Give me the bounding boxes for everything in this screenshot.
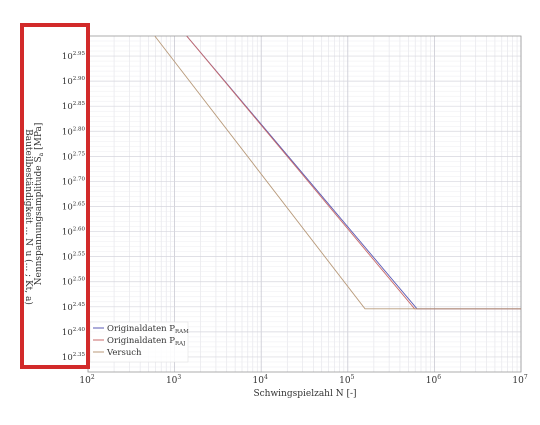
x-tick-labels: 102 103 104 105 106 107	[79, 374, 527, 386]
y-tick-label: 102.60	[62, 227, 86, 238]
y-tick-label: 102.55	[62, 252, 86, 263]
legend-label-3: Versuch	[106, 348, 142, 358]
plot-area-frame	[87, 35, 522, 373]
x-tick-label: 103	[166, 374, 181, 386]
x-tick-label: 107	[512, 374, 527, 386]
series-line-2	[186, 35, 521, 310]
y-axis-label-unit-text: [MPa]	[34, 123, 44, 150]
y-axis-label-mirrored-text: Bauteilbeständigkeit ... N_u (... ; Kt, …	[23, 129, 34, 305]
y-tick-label: 102.85	[62, 101, 86, 112]
major-gridlines	[87, 36, 522, 372]
x-axis-label: Schwingspielzahl N [-]	[253, 389, 356, 399]
y-tick-label: 102.45	[62, 302, 86, 313]
series-line-1	[186, 35, 521, 310]
y-axis-label-mirrored: Bauteilbeständigkeit ... N_u (... ; Kt, …	[23, 129, 34, 305]
y-tick-label: 102.50	[62, 277, 86, 288]
x-tick-label: 105	[339, 374, 354, 386]
y-tick-label: 102.75	[62, 151, 86, 162]
y-tick-label: 102.80	[62, 126, 86, 137]
y-axis-label: Nennspannungsamplitude Sa [MPa]	[34, 123, 45, 286]
y-tick-label: 102.40	[62, 327, 86, 338]
x-tick-label: 104	[253, 374, 268, 386]
x-tick-label: 106	[426, 374, 441, 386]
legend-label-1: Originaldaten PRAM	[107, 324, 189, 335]
y-tick-label: 102.35	[62, 352, 86, 363]
y-tick-label: 102.95	[62, 51, 86, 62]
y-axis-label-main: Nennspannungsamplitude S	[34, 156, 44, 285]
x-tick-label: 102	[79, 374, 94, 386]
y-tick-label: 102.70	[62, 176, 86, 187]
series-line-3	[154, 35, 521, 310]
highlight-box	[20, 23, 90, 369]
legend-label-2: Originaldaten PRAJ	[107, 336, 185, 347]
y-tick-labels: 102.95 102.90 102.85 102.80 102.75 102.70 102.…	[62, 51, 86, 363]
series-layer	[154, 35, 521, 310]
y-tick-label: 102.65	[62, 202, 86, 213]
legend-box	[89, 321, 189, 363]
svg-text:Nennspannungsamplitude Sa [MPa: Nennspannungsamplitude Sa [MPa]	[34, 123, 45, 286]
minor-gridlines	[88, 35, 521, 373]
y-axis-label-sub: a	[38, 152, 45, 156]
y-tick-label: 102.90	[62, 76, 86, 87]
